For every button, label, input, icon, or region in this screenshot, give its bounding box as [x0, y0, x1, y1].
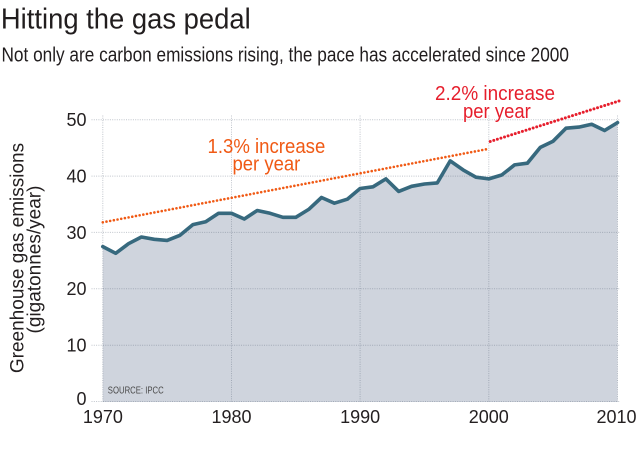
svg-text:Hitting the gas pedal: Hitting the gas pedal [1, 2, 251, 35]
svg-text:2000: 2000 [469, 407, 509, 427]
svg-text:1990: 1990 [340, 407, 380, 427]
svg-text:2010: 2010 [596, 407, 636, 427]
svg-text:30: 30 [66, 223, 86, 243]
svg-text:SOURCE: IPCC: SOURCE: IPCC [108, 385, 164, 396]
svg-text:Not only are carbon emissions: Not only are carbon emissions rising, th… [2, 43, 569, 66]
svg-text:1970: 1970 [83, 407, 123, 427]
svg-text:1.3% increase: 1.3% increase [208, 137, 326, 159]
svg-text:40: 40 [66, 167, 86, 187]
svg-text:(gigatonnes/year): (gigatonnes/year) [25, 186, 46, 334]
svg-text:0: 0 [76, 389, 86, 409]
svg-text:1980: 1980 [211, 407, 251, 427]
svg-text:2.2% increase: 2.2% increase [435, 83, 555, 106]
svg-text:Greenhouse gas emissions: Greenhouse gas emissions [8, 143, 29, 373]
svg-text:10: 10 [66, 336, 86, 356]
svg-text:20: 20 [66, 279, 86, 299]
svg-text:50: 50 [66, 110, 86, 130]
svg-text:per year: per year [232, 154, 300, 176]
svg-text:per year: per year [463, 101, 531, 123]
